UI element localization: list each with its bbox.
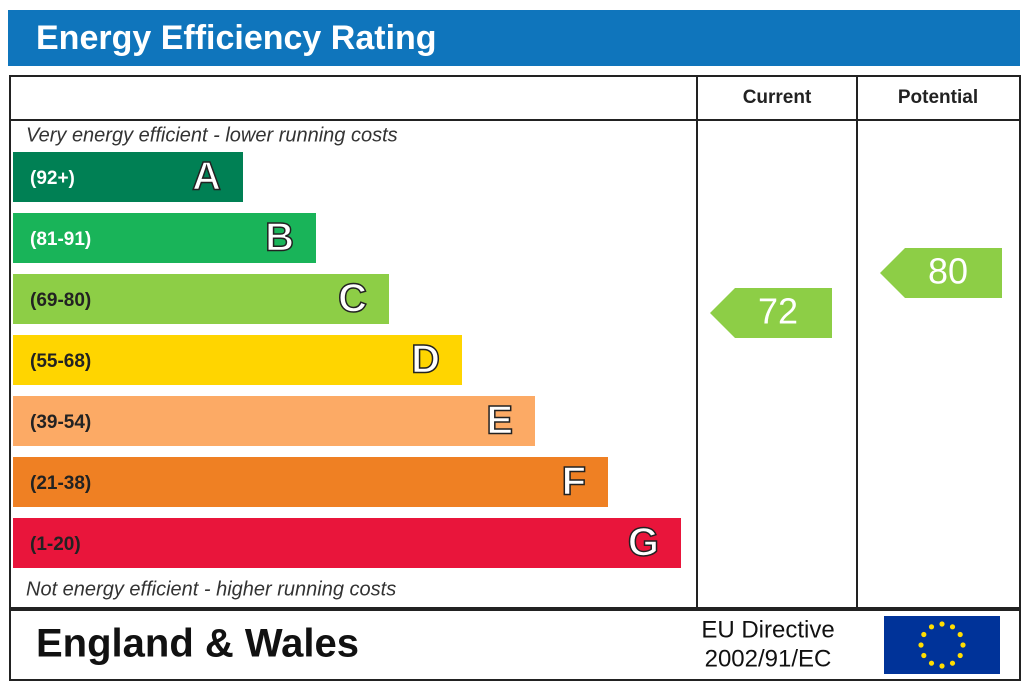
band-letter: E — [486, 399, 513, 443]
region: England & Wales — [36, 622, 359, 666]
band-bar — [13, 274, 389, 324]
column-header: Current — [743, 87, 812, 108]
band-letter: G — [628, 521, 659, 565]
current-arrow — [710, 288, 832, 338]
potential-value: 80 — [928, 251, 968, 292]
bottom-note: Not energy efficient - higher running co… — [26, 578, 396, 600]
band-letter: B — [265, 216, 294, 260]
band-bar — [13, 457, 608, 507]
current-value: 72 — [758, 291, 798, 332]
band-range: (1-20) — [30, 534, 81, 555]
band-range: (39-54) — [30, 412, 91, 433]
eu-star — [928, 660, 935, 666]
eu-star — [939, 663, 945, 669]
band-range: (81-91) — [30, 229, 91, 250]
band-bar — [13, 518, 681, 568]
eu-star — [918, 642, 924, 648]
eu-stars — [918, 621, 966, 669]
directive: 2002/91/EC — [705, 645, 832, 672]
eu-star — [921, 631, 927, 638]
eu-star — [957, 631, 963, 638]
eu-star — [921, 652, 927, 659]
eu-star — [957, 652, 963, 659]
band-letter: F — [562, 460, 586, 504]
band-range: (69-80) — [30, 290, 91, 311]
directive: EU Directive — [701, 616, 834, 643]
band-bar — [13, 335, 462, 385]
band-range: (92+) — [30, 168, 75, 189]
column-header: Potential — [898, 87, 978, 108]
title: Energy Efficiency Rating — [36, 19, 437, 57]
eu-star — [939, 621, 945, 627]
main-frame — [9, 75, 1021, 609]
footer-frame — [9, 609, 1021, 681]
bands: (92+) A (81-91) B (69-80) C (55-68) D (39-54) E (2… — [13, 152, 681, 568]
eu-star — [928, 624, 935, 630]
band-bar — [13, 396, 535, 446]
band-bar — [13, 152, 243, 202]
title-bar — [8, 10, 1020, 66]
band-range: (21-38) — [30, 473, 91, 494]
band-bar — [13, 213, 316, 263]
eu-star — [960, 642, 966, 648]
top-note: Very energy efficient - lower running co… — [26, 124, 398, 146]
band-letter: C — [338, 277, 367, 321]
eu-star — [949, 660, 956, 666]
band-range: (55-68) — [30, 351, 91, 372]
potential-arrow — [880, 248, 1002, 298]
eu-star — [949, 624, 956, 630]
band-letter: A — [192, 155, 221, 199]
band-letter: D — [411, 338, 440, 382]
